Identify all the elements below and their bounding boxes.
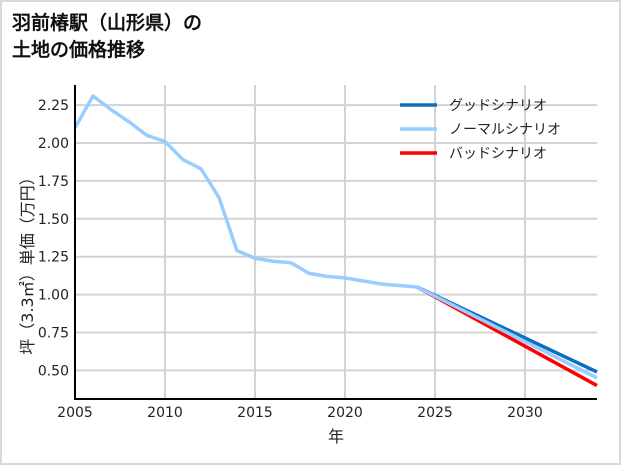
- legend-label: ノーマルシナリオ: [449, 122, 561, 138]
- y-tick-label: 2.25: [38, 98, 69, 114]
- y-tick-label: 0.50: [38, 363, 69, 379]
- x-tick-label: 2005: [57, 405, 93, 421]
- chart-title-line-1: 羽前椿駅（山形県）の: [12, 12, 203, 34]
- y-tick-label: 2.00: [38, 136, 69, 152]
- x-tick-label: 2010: [147, 405, 183, 421]
- y-tick-label: 1.00: [38, 288, 69, 304]
- chart-title-line-2: 土地の価格推移: [12, 39, 146, 61]
- x-tick-label: 2025: [417, 405, 453, 421]
- y-tick-label: 1.50: [38, 212, 69, 228]
- x-tick-label: 2020: [327, 405, 363, 421]
- y-tick-labels: 0.50 0.75 1.00 1.25 1.50 1.75 2.00 2.25: [38, 98, 69, 379]
- chart-title: 羽前椿駅（山形県）の 土地の価格推移: [12, 10, 202, 64]
- x-axis-label: 年: [328, 427, 344, 446]
- y-tick-label: 1.75: [38, 174, 69, 190]
- y-axis-label: 坪（3.3㎡）単価（万円）: [18, 169, 37, 354]
- legend-label: バッドシナリオ: [449, 146, 547, 162]
- y-tick-label: 1.25: [38, 250, 69, 266]
- x-tick-label: 2015: [237, 405, 273, 421]
- x-tick-label: 2030: [507, 405, 543, 421]
- plot-series: [73, 94, 598, 388]
- legend-label: グッドシナリオ: [449, 98, 547, 114]
- x-tick-labels: 2005 2010 2015 2020 2025 2030: [57, 405, 543, 421]
- y-tick-label: 0.75: [38, 326, 69, 342]
- series-line-1: [73, 94, 598, 380]
